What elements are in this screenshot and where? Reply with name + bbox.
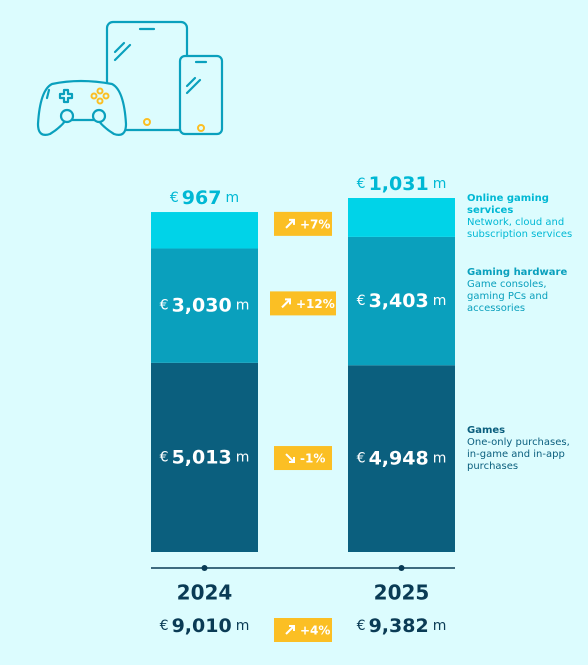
value-label: €3,403 m xyxy=(357,290,447,312)
unit: m xyxy=(433,293,447,309)
value-label: €9,010 m xyxy=(160,615,250,637)
bar-segment xyxy=(151,212,258,249)
value-label: €967 m xyxy=(170,187,239,209)
value-label: €1,031 m xyxy=(357,173,447,195)
currency: € xyxy=(160,449,169,465)
value-number: 9,382 xyxy=(369,615,429,637)
axis-dot xyxy=(398,565,405,571)
legend-item: Online gaming services Network, cloud and… xyxy=(467,193,579,241)
change-badge xyxy=(274,211,332,236)
change-badge xyxy=(274,618,332,642)
currency: € xyxy=(170,190,179,206)
change-arrow xyxy=(285,453,295,463)
legend-description: Network, cloud and subscription services xyxy=(467,217,573,241)
change-label: -1% xyxy=(300,452,325,466)
unit: m xyxy=(236,618,250,634)
change-badge xyxy=(270,291,336,316)
change-arrow xyxy=(285,219,295,229)
value-number: 3,030 xyxy=(172,294,232,316)
legend-title: Online gaming services xyxy=(467,193,549,217)
change-arrow-head xyxy=(289,457,295,464)
legend-title: Gaming hardware xyxy=(467,267,568,279)
currency: € xyxy=(357,451,366,467)
value-label: €4,948 m xyxy=(357,447,447,469)
change-arrow xyxy=(281,298,291,309)
change-label: +12% xyxy=(296,297,335,311)
currency: € xyxy=(357,618,366,634)
change-arrow-head xyxy=(285,298,291,305)
value-number: 3,403 xyxy=(369,290,429,312)
change-label: +7% xyxy=(300,217,330,231)
change-arrow xyxy=(285,625,295,635)
change-arrow-head xyxy=(289,625,295,631)
unit: m xyxy=(236,449,250,465)
legend-description: One-only purchases, in-game and in-app p… xyxy=(467,436,570,472)
value-label: €9,382 m xyxy=(357,615,447,637)
bar-segment xyxy=(348,198,455,237)
change-badge xyxy=(274,446,332,471)
icon-accents xyxy=(90,87,205,132)
unit: m xyxy=(236,298,250,314)
value-number: 4,948 xyxy=(369,447,429,469)
bar-segment xyxy=(151,248,258,363)
value-number: 5,013 xyxy=(172,446,232,468)
value-number: 9,010 xyxy=(172,615,232,637)
bar-segment xyxy=(348,236,455,366)
currency: € xyxy=(160,298,169,314)
unit: m xyxy=(433,176,447,192)
change-label: +4% xyxy=(300,624,330,638)
x-tick-label: 2025 xyxy=(374,581,430,605)
legend-title: Games xyxy=(467,424,506,436)
currency: € xyxy=(357,176,366,192)
device-icons xyxy=(36,20,224,136)
bar-segment xyxy=(348,365,455,552)
unit: m xyxy=(433,451,447,467)
value-number: 1,031 xyxy=(369,173,429,195)
value-label: €5,013 m xyxy=(160,446,250,468)
unit: m xyxy=(225,190,239,206)
value-label: €3,030 m xyxy=(160,294,250,316)
value-number: 967 xyxy=(182,187,222,209)
x-tick-label: 2024 xyxy=(177,581,233,605)
axis-dot xyxy=(201,565,208,571)
unit: m xyxy=(433,618,447,634)
bar-segment xyxy=(151,362,258,552)
currency: € xyxy=(160,618,169,634)
legend-item: Games One-only purchases, in-game and in-… xyxy=(467,425,579,473)
change-arrow-head xyxy=(289,218,295,225)
currency: € xyxy=(357,293,366,309)
legend-item: Gaming hardware Game consoles, gaming PCs… xyxy=(467,267,579,315)
legend-description: Game consoles, gaming PCs and accessorie… xyxy=(467,279,549,315)
